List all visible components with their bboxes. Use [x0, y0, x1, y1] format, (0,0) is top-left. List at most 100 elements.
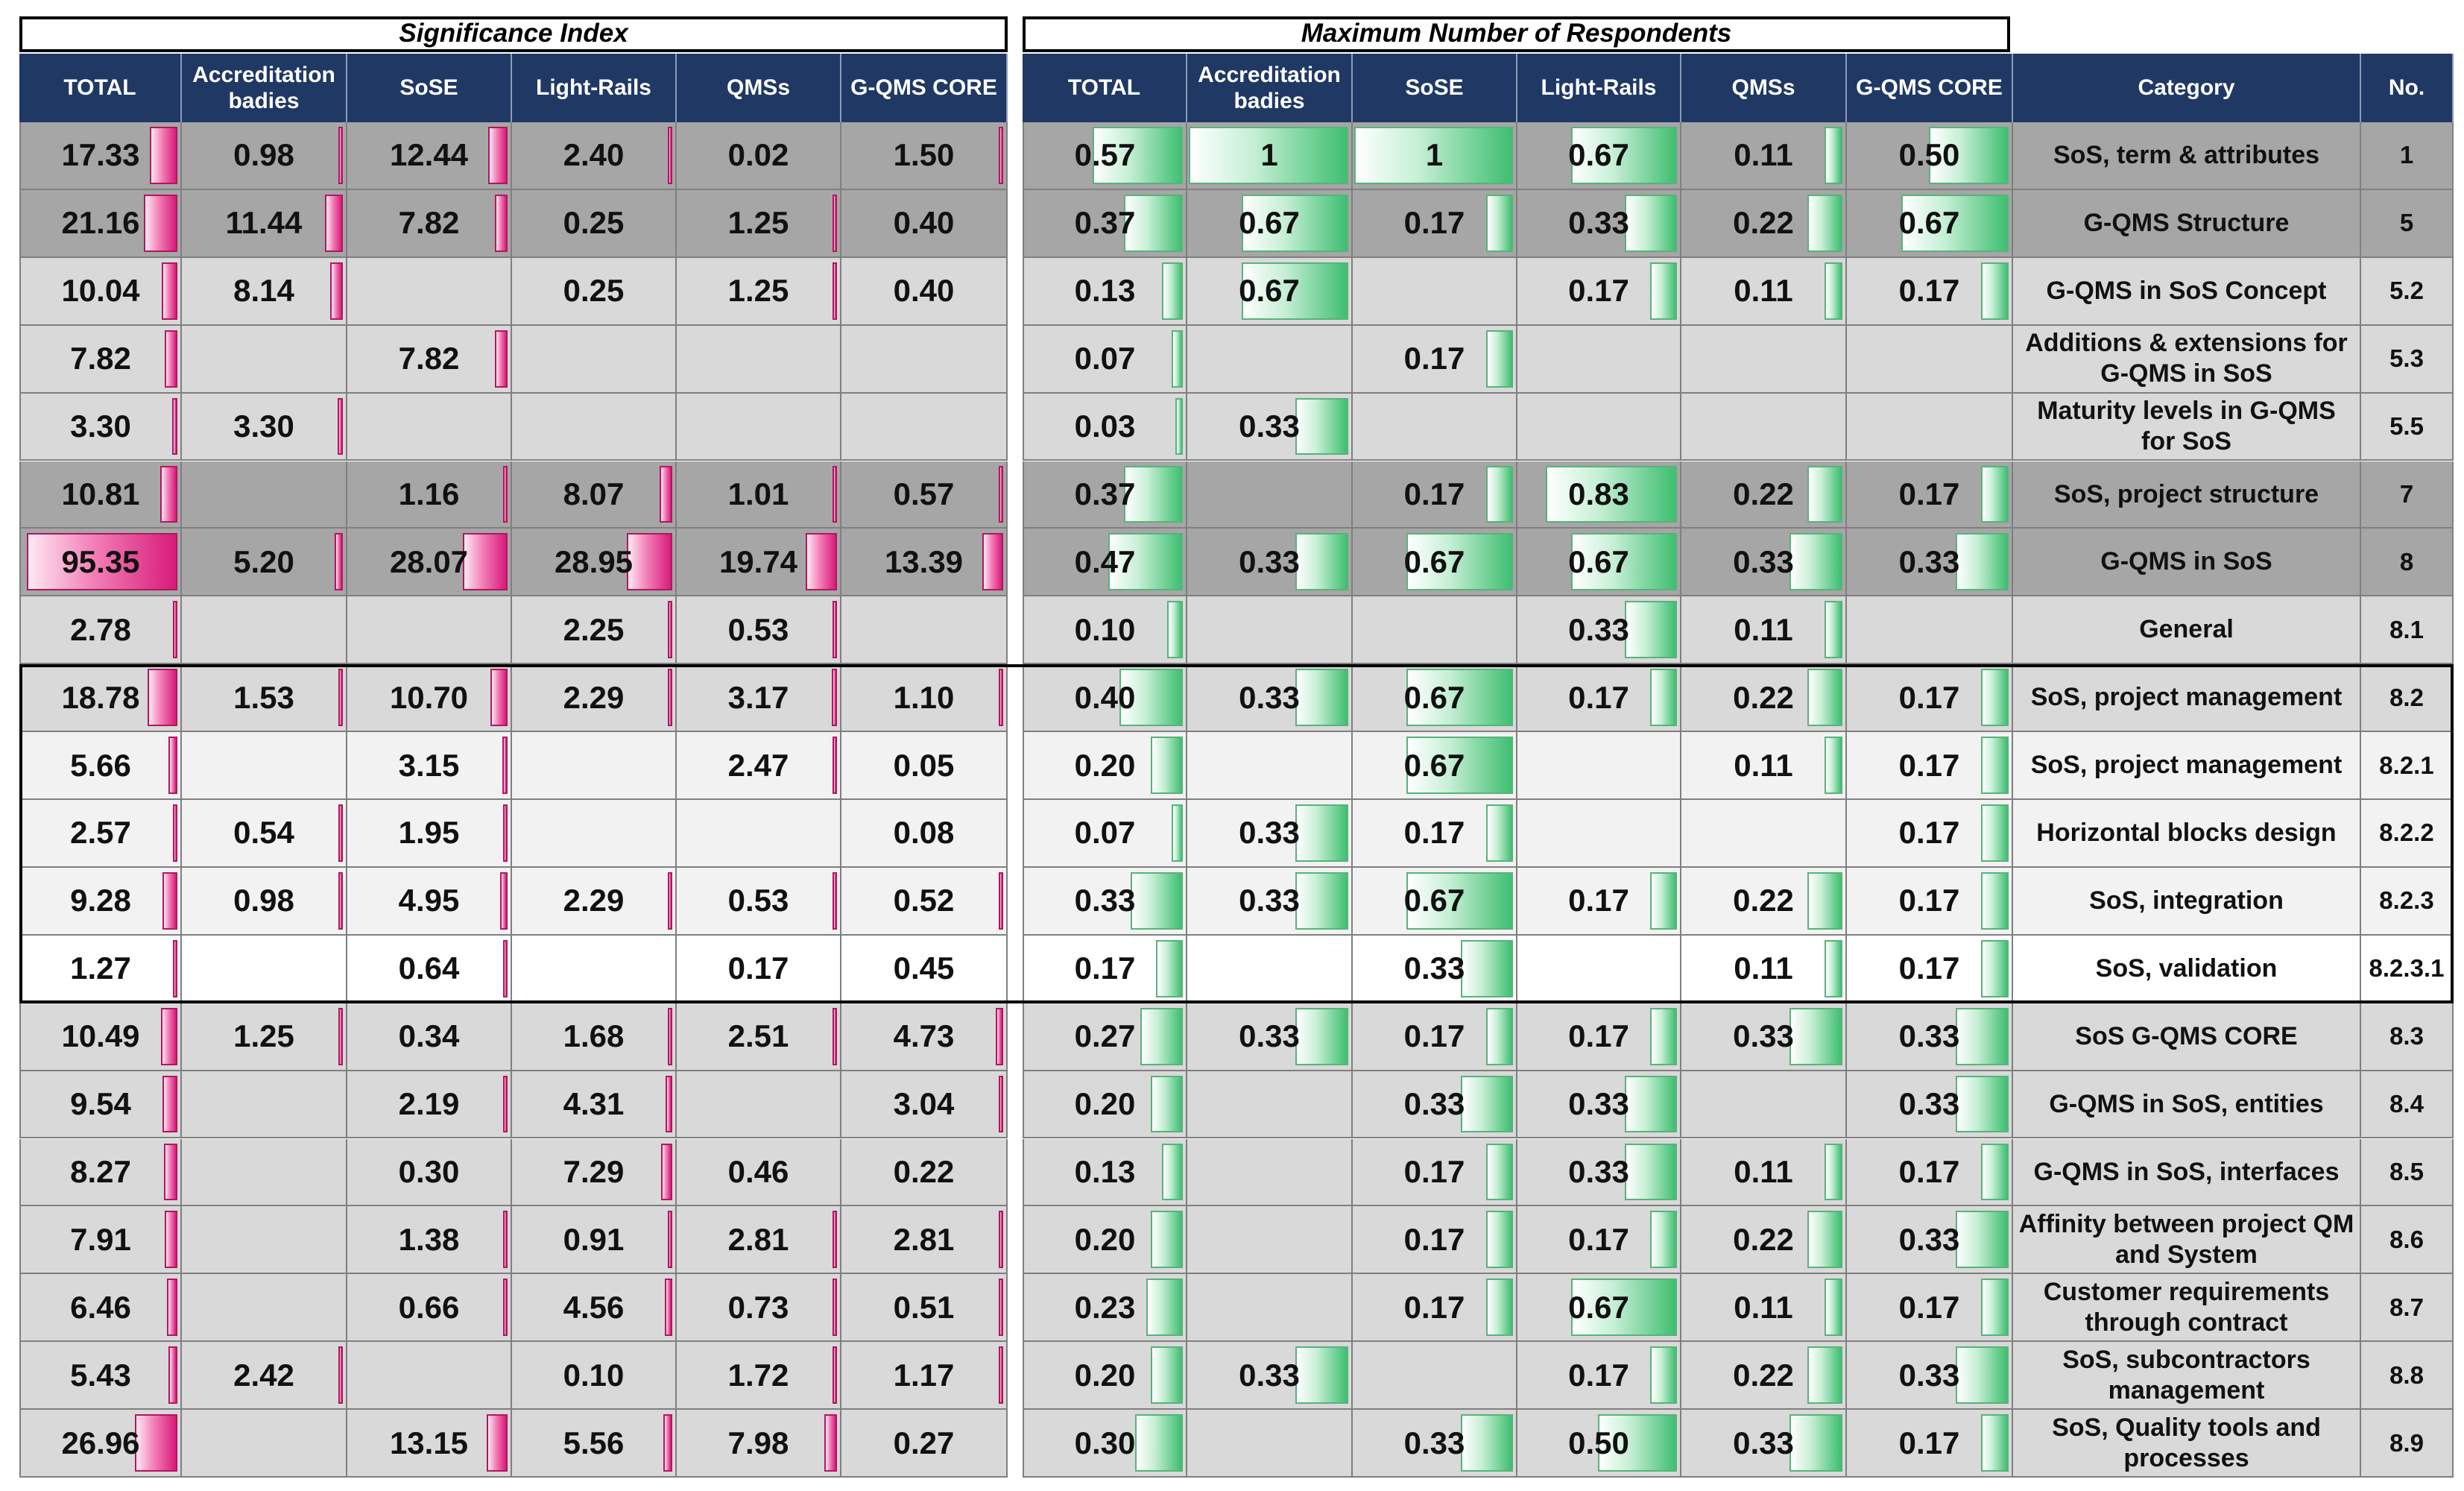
nr-cell: 0.67	[1353, 867, 1517, 936]
nr-cell: 0.10	[1023, 596, 1187, 665]
nr-value: 0.17	[1403, 205, 1465, 241]
respondents-title: Maximum Number of Respondents	[1023, 16, 2010, 52]
si-bar	[172, 397, 177, 456]
si-cell: 1.50	[841, 122, 1008, 190]
si-bar	[995, 1007, 1003, 1065]
nr-cell: 0.67	[1517, 122, 1681, 190]
nr-cell	[1187, 1410, 1353, 1478]
si-bar	[999, 465, 1003, 523]
nr-value: 0.17	[1898, 273, 1960, 309]
si-value: 8.27	[70, 1153, 131, 1189]
si-header-sose: SoSE	[347, 54, 512, 122]
si-value: 1.72	[727, 1357, 789, 1393]
number-cell: 8.2.2	[2361, 800, 2454, 868]
si-bar	[668, 871, 672, 930]
nr-bar	[1151, 737, 1183, 794]
si-cell	[182, 1071, 347, 1139]
si-bar	[148, 669, 177, 727]
si-bar	[824, 1414, 837, 1472]
nr-bar	[1406, 533, 1513, 591]
si-bar	[160, 1007, 177, 1065]
si-value: 13.39	[884, 543, 964, 579]
si-cell: 2.51	[677, 1003, 841, 1071]
si-bar	[626, 533, 672, 591]
nr-cell: 0.33	[1353, 1410, 1517, 1478]
nr-value: 0.11	[1734, 273, 1793, 309]
nr-bar	[1155, 939, 1183, 997]
nr-bar	[1151, 1346, 1183, 1405]
si-value: 5.66	[70, 747, 131, 783]
nr-value: 0.83	[1568, 476, 1629, 511]
si-value: 0.53	[727, 611, 789, 647]
si-cell	[182, 935, 347, 1003]
si-value: 2.81	[727, 1221, 789, 1257]
si-cell: 3.17	[677, 664, 841, 733]
section-number: 8.2.3	[2379, 886, 2434, 915]
si-value: 0.52	[893, 883, 955, 918]
si-header-total: TOTAL	[19, 54, 182, 122]
nr-cell: 0.17	[1847, 461, 2013, 529]
si-bar	[463, 533, 508, 591]
nr-bar	[1146, 1279, 1183, 1337]
nr-cell: 0.17	[1023, 935, 1187, 1003]
section-number: 7	[2399, 479, 2414, 508]
si-value: 0.46	[727, 1153, 789, 1189]
si-value: 0.40	[893, 205, 955, 241]
nr-cell	[1847, 325, 2013, 394]
nr-cell: 0.33	[1023, 867, 1187, 936]
section-number: 8.2.2	[2379, 819, 2434, 847]
nr-cell	[1681, 325, 1847, 394]
nr-bar	[1807, 1346, 1842, 1405]
nr-bar	[1807, 1211, 1842, 1269]
section-number: 5.3	[2389, 344, 2424, 373]
si-bar	[338, 1346, 343, 1405]
category-label: Maturity levels in G-QMS for SoS	[2037, 397, 2336, 456]
si-value: 8.14	[233, 273, 294, 309]
si-bar	[167, 1279, 177, 1337]
nr-bar	[1625, 1075, 1677, 1133]
nr-value: 0.17	[1898, 1425, 1960, 1460]
category-cell: G-QMS in SoS, entities	[2013, 1071, 2361, 1139]
nr-cell	[1681, 800, 1847, 868]
nr-cell: 0.11	[1681, 122, 1847, 190]
nr-value: 0.11	[1734, 1153, 1793, 1189]
nr-cell	[1681, 393, 1847, 461]
nr-bar	[1625, 1143, 1677, 1201]
number-cell: 8.2.1	[2361, 732, 2454, 800]
nr-value: 0.17	[1568, 1357, 1629, 1393]
nr-bar	[1570, 533, 1677, 591]
si-value: 2.57	[70, 815, 131, 851]
si-bar	[833, 1211, 837, 1269]
category-cell: SoS, project management	[2013, 664, 2361, 733]
si-cell: 10.49	[19, 1003, 182, 1071]
nr-cell	[1353, 596, 1517, 665]
nr-value: 0.11	[1734, 611, 1793, 647]
si-bar	[338, 804, 343, 862]
si-bar	[338, 397, 343, 456]
si-cell: 0.40	[841, 257, 1008, 326]
si-cell: 0.98	[182, 867, 347, 936]
si-cell: 1.16	[347, 461, 512, 529]
nr-bar	[1485, 804, 1513, 862]
si-cell	[182, 1206, 347, 1275]
si-header-accreditation: Accreditation badies	[182, 54, 347, 122]
nr-cell	[1353, 1342, 1517, 1410]
nr-value: 0.23	[1074, 1289, 1136, 1325]
nr-cell: 0.50	[1847, 122, 2013, 190]
section-number: 8.9	[2389, 1428, 2424, 1457]
nr-bar	[1406, 871, 1513, 930]
category-label: SoS, subcontractors management	[2062, 1345, 2310, 1405]
nr-cell: 0.17	[1353, 1138, 1517, 1207]
nr-cell: 0.17	[1353, 1206, 1517, 1275]
category-label: G-QMS in SoS, interfaces	[2033, 1157, 2340, 1186]
nr-cell: 0.33	[1847, 1206, 2013, 1275]
nr-value: 0.17	[1403, 1018, 1465, 1054]
nr-bar	[1119, 669, 1183, 727]
nr-cell	[1187, 596, 1353, 665]
si-bar	[668, 669, 672, 727]
si-cell: 19.74	[677, 529, 841, 597]
si-cell: 0.17	[677, 935, 841, 1003]
si-cell: 3.30	[182, 393, 347, 461]
si-value: 1.16	[398, 476, 460, 511]
nr-bar	[1172, 804, 1183, 862]
